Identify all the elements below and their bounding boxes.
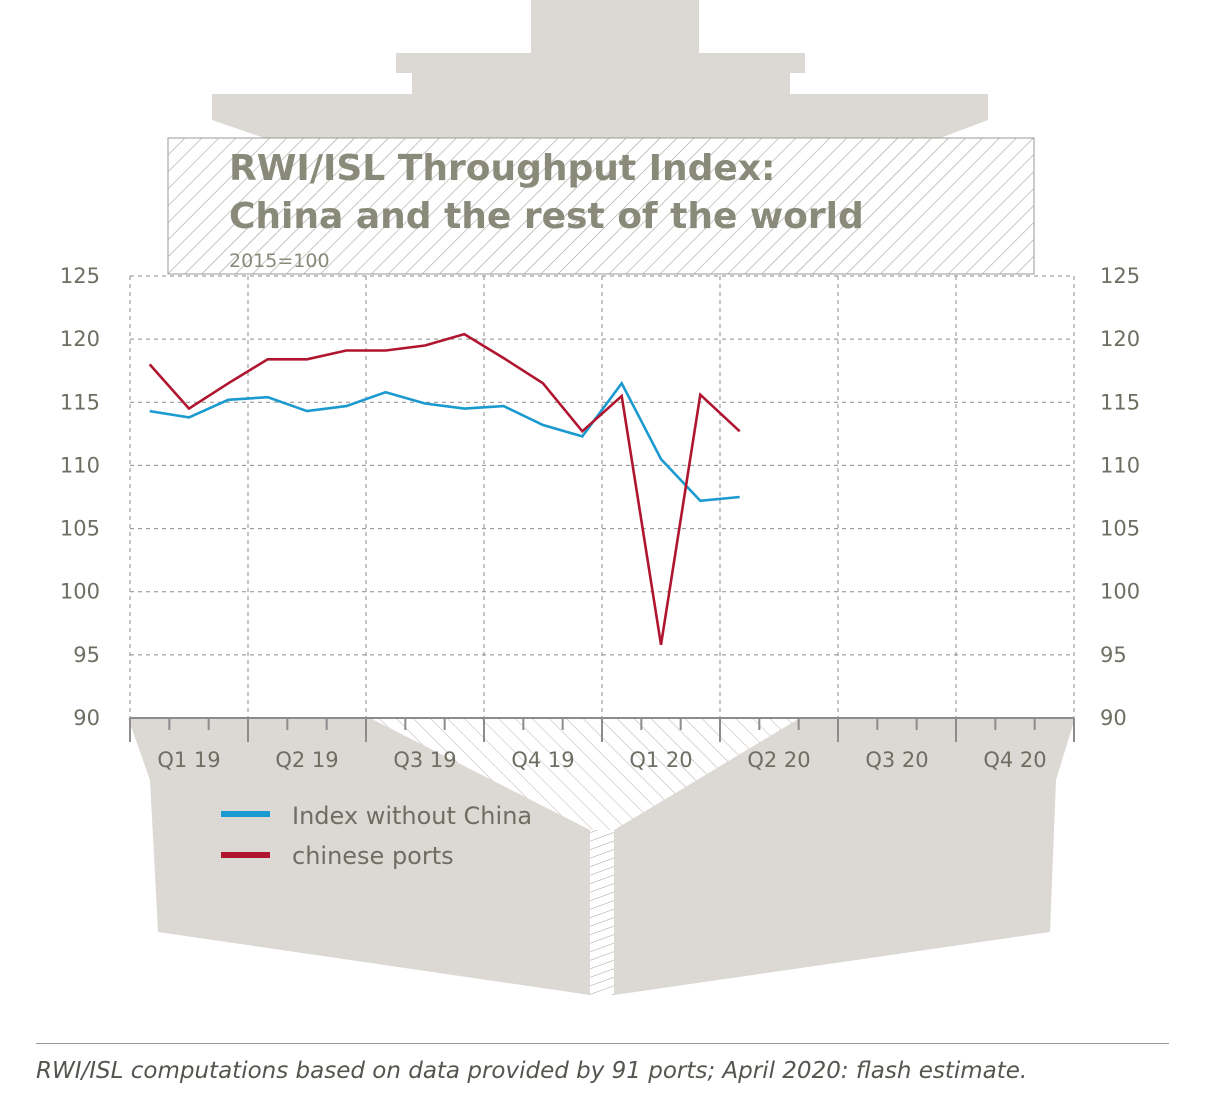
y-tick-label-left: 90 — [73, 706, 100, 730]
y-tick-label-left: 120 — [60, 327, 100, 351]
x-tick-label: Q3 19 — [393, 748, 456, 772]
chart-title-line-2: China and the rest of the world — [229, 196, 864, 237]
y-tick-label-left: 100 — [60, 580, 100, 604]
ship-background — [128, 0, 1075, 995]
ship-funnel — [531, 0, 699, 56]
ship-hull-right — [614, 718, 1075, 995]
x-tick-label: Q3 20 — [865, 748, 928, 772]
footer-divider — [36, 1043, 1169, 1044]
y-tick-label-right: 100 — [1100, 580, 1140, 604]
hull-hatch-center — [370, 718, 800, 830]
legend-swatch-index-without-china — [221, 811, 270, 817]
x-tick-label: Q1 19 — [157, 748, 220, 772]
y-tick-label-right: 90 — [1100, 706, 1127, 730]
x-tick-label: Q1 20 — [629, 748, 692, 772]
hull-keel-hatch — [590, 830, 614, 995]
y-axis-right: 90 95 100 105 110 115 120 125 — [1100, 264, 1140, 730]
x-tick-label: Q4 20 — [983, 748, 1046, 772]
legend: Index without China chinese ports — [221, 802, 532, 870]
y-tick-label-right: 95 — [1100, 643, 1127, 667]
series-line-chinese-ports — [148, 332, 741, 646]
y-tick-label-right: 125 — [1100, 264, 1140, 288]
x-axis: Q1 19 Q2 19 Q3 19 Q4 19 Q1 20 Q2 20 Q3 20 Q4 20 — [129, 717, 1075, 772]
y-tick-label-right: 110 — [1100, 453, 1140, 477]
y-tick-label-right: 120 — [1100, 327, 1140, 351]
series-line-index-without-china — [149, 380, 740, 503]
ship-upper-deck — [396, 53, 805, 73]
ship-hull-left — [128, 718, 590, 995]
ship-bridge — [212, 94, 988, 140]
source-note: RWI/ISL computations based on data provi… — [36, 1058, 1028, 1084]
series-layer — [148, 332, 741, 646]
y-tick-label-left: 110 — [60, 453, 100, 477]
y-tick-label-left: 125 — [60, 264, 100, 288]
title-panel-hatch — [167, 137, 1035, 275]
x-tick-label: Q2 20 — [747, 748, 810, 772]
y-tick-label-left: 95 — [73, 643, 100, 667]
legend-label-chinese-ports: chinese ports — [292, 842, 454, 870]
y-tick-label-left: 105 — [60, 517, 100, 541]
x-tick-label: Q4 19 — [511, 748, 574, 772]
chart-subtitle: 2015=100 — [229, 250, 330, 272]
legend-label-index-without-china: Index without China — [292, 802, 532, 830]
x-tick-label: Q2 19 — [275, 748, 338, 772]
chart-title-line-1: RWI/ISL Throughput Index: — [229, 148, 775, 189]
y-tick-label-left: 115 — [60, 390, 100, 414]
legend-swatch-chinese-ports — [221, 852, 270, 858]
y-axis-left: 90 95 100 105 110 115 120 125 — [60, 264, 100, 730]
ship-upper-deck-mid — [412, 72, 790, 94]
y-tick-label-right: 115 — [1100, 390, 1140, 414]
y-tick-label-right: 105 — [1100, 517, 1140, 541]
